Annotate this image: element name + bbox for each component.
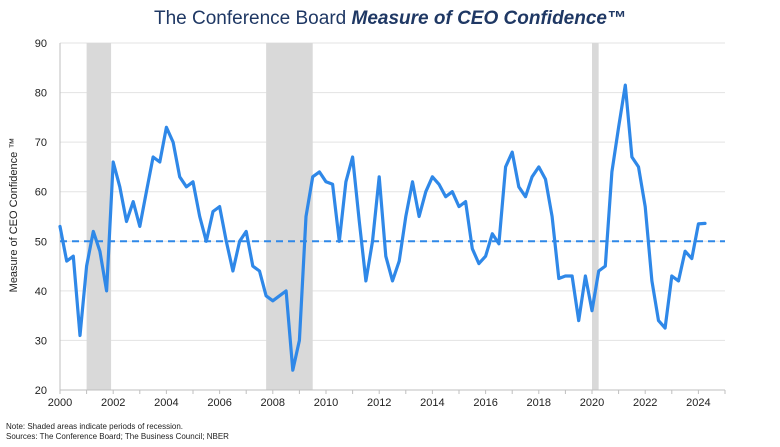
x-tick-label-2000: 2000: [48, 397, 72, 409]
x-tick-label-2024: 2024: [686, 397, 710, 409]
series-group: [58, 83, 707, 372]
axes: [59, 43, 726, 394]
y-tick-labels: 20 30 40 50 60 70 80 90: [35, 38, 47, 397]
y-tick-label-20: 20: [35, 385, 47, 397]
note-sources: Sources: The Conference Board; The Busin…: [6, 432, 229, 441]
x-tick-labels: 2000 2002 2004 2006 2008 2010 2012 2014 2016 2018…: [48, 397, 711, 409]
x-tick-label-2002: 2002: [101, 397, 125, 409]
x-tick-label-2014: 2014: [420, 397, 444, 409]
chart-title-prefix: The Conference Board: [153, 8, 352, 29]
x-tick-label-2006: 2006: [207, 397, 231, 409]
chart-title: The Conference Board Measure of CEO Conf…: [0, 8, 780, 30]
x-tick-label-2016: 2016: [473, 397, 497, 409]
y-tick-label-50: 50: [35, 236, 47, 248]
y-tick-label-40: 40: [35, 286, 47, 298]
recession-band-3: [592, 43, 599, 390]
y-tick-label-60: 60: [35, 187, 47, 199]
x-tick-label-2004: 2004: [154, 397, 178, 409]
y-tick-label-80: 80: [35, 88, 47, 100]
recession-band-1: [86, 43, 112, 390]
y-tick-label-90: 90: [35, 38, 47, 50]
y-axis-title: Measure of CEO Confidence ™: [8, 138, 20, 293]
note-recession: Note: Shaded areas indicate periods of r…: [6, 422, 183, 431]
x-tick-label-2018: 2018: [527, 397, 551, 409]
y-tick-label-70: 70: [35, 137, 47, 149]
recession-shading: [86, 43, 599, 390]
chart-title-emphasis: Measure of CEO Confidence™: [351, 8, 627, 29]
y-tick-label-30: 30: [35, 335, 47, 347]
x-tick-label-2012: 2012: [367, 397, 391, 409]
series-line-ceo-confidence: [58, 83, 707, 372]
x-tick-label-2010: 2010: [314, 397, 338, 409]
x-tick-label-2020: 2020: [580, 397, 604, 409]
x-tick-label-2008: 2008: [261, 397, 285, 409]
x-tick-label-2022: 2022: [633, 397, 657, 409]
